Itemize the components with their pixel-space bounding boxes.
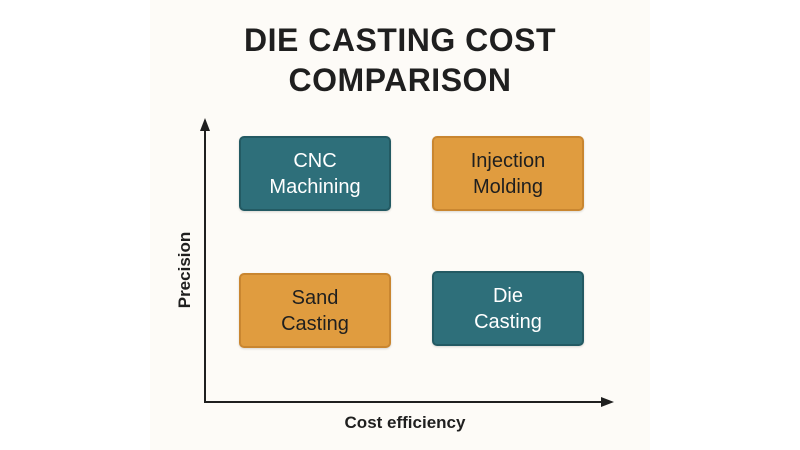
box-label-line-2: Casting [281, 312, 349, 335]
injection-molding-box: Injection Molding [432, 136, 584, 211]
cnc-machining-box: CNC Machining [239, 136, 391, 211]
x-axis-label: Cost efficiency [344, 413, 466, 432]
die-casting-box: Die Casting [432, 271, 584, 346]
box-label-line-1: CNC [293, 149, 337, 172]
y-axis-arrow [200, 118, 210, 131]
box-label-line-2: Machining [269, 175, 361, 198]
box-label-line-1: Injection [470, 149, 546, 172]
box-label-line-1: Sand [291, 286, 339, 309]
box-label-line-2: Molding [472, 175, 544, 198]
box-label-line-2: Casting [474, 310, 542, 333]
title-line-2: COMPARISON [288, 62, 512, 98]
x-axis-arrow [601, 397, 614, 407]
sand-casting-box: Sand Casting [239, 273, 391, 348]
diagram-title: DIE CASTING COST COMPARISON [150, 20, 650, 100]
box-label-line-1: Die [492, 284, 523, 307]
title-line-1: DIE CASTING COST [243, 22, 556, 58]
y-axis-label: Precision [175, 231, 194, 309]
diagram-background [150, 0, 650, 450]
